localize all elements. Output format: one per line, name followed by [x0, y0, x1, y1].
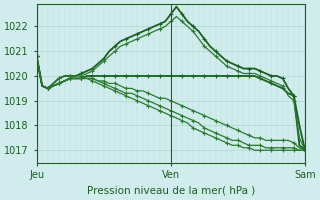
- X-axis label: Pression niveau de la mer( hPa ): Pression niveau de la mer( hPa ): [87, 186, 255, 196]
